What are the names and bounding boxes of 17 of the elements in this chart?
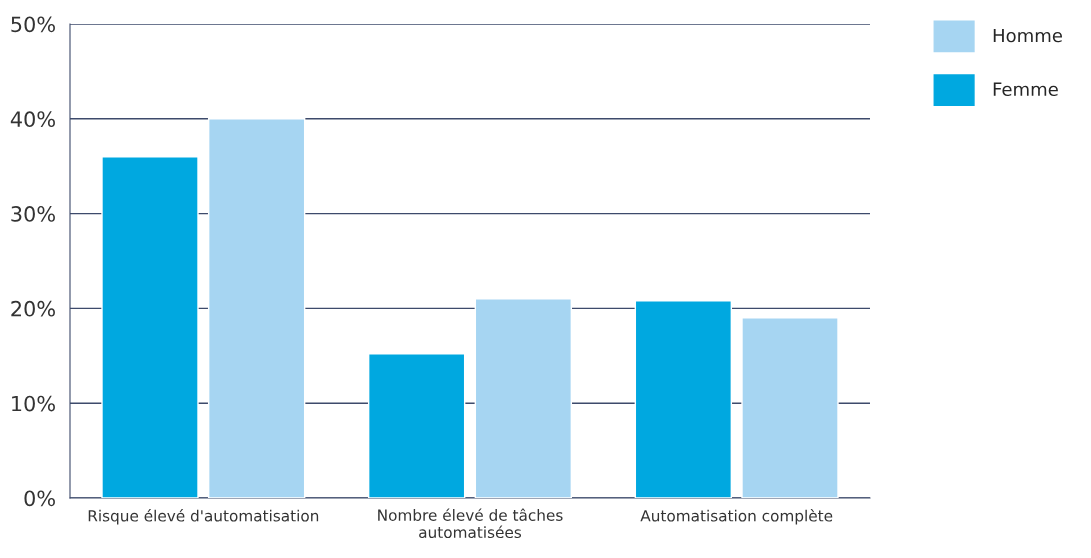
y-tick-label: 30% [11,206,55,222]
y-tick-label: 0% [24,490,55,507]
legend-label: Femme [993,82,1058,97]
y-tick-label: 10% [12,395,55,412]
y-tick-label: 50% [11,16,55,33]
bar [101,156,199,498]
bar [634,300,733,498]
bar [207,118,306,498]
y-tick-label: 20% [11,300,55,317]
x-tick-label: Risque élevé d'automatisation [88,509,319,525]
x-tick-label: Automatisation complète [640,509,833,525]
y-tick-label: 40% [10,111,55,128]
bar [367,353,466,498]
legend-label: Homme [993,28,1062,43]
bar [474,298,573,498]
bar [741,317,839,498]
x-tick-label: Nombre élevé de tâches automatisées [378,508,563,539]
